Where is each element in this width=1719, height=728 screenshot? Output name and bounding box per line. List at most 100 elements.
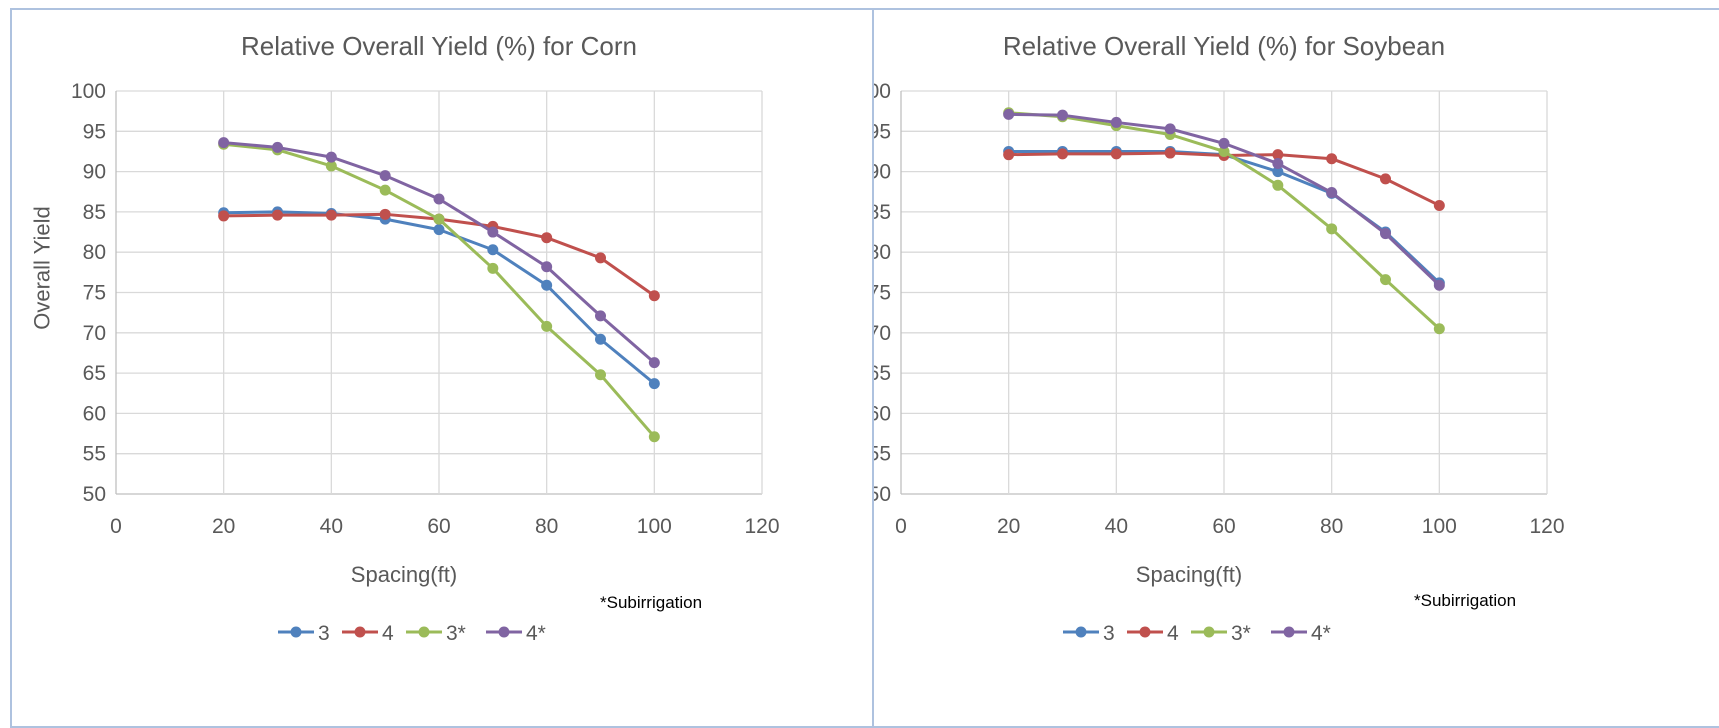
y-tick-label: 80 xyxy=(83,241,106,264)
data-point-4 xyxy=(1003,149,1015,161)
legend-label: 3* xyxy=(446,622,466,645)
chart-panel-corn: Relative Overall Yield (%) for Corn 50 55 6… xyxy=(10,8,874,728)
data-point-4-sub xyxy=(325,151,337,163)
data-point-4 xyxy=(1110,148,1122,160)
y-tick-label: 65 xyxy=(83,362,106,385)
data-point-3 xyxy=(648,378,660,390)
legend-label: 4 xyxy=(1167,622,1179,645)
legend-marker xyxy=(498,626,510,638)
y-tick-label: 50 xyxy=(872,483,891,506)
x-tick-label: 60 xyxy=(427,515,450,538)
legend-label: 4* xyxy=(1311,622,1331,645)
data-point-3-sub xyxy=(1380,274,1391,286)
legend-label: 4 xyxy=(382,622,394,645)
x-tick-label: 60 xyxy=(1212,515,1235,538)
chart-title: Relative Overall Yield (%) for Soybean xyxy=(1003,31,1445,61)
data-point-3-sub xyxy=(541,320,553,332)
y-tick-label: 95 xyxy=(83,120,106,143)
data-point-4-sub xyxy=(379,170,391,182)
y-tick-label: 100 xyxy=(872,80,891,103)
data-point-4-sub xyxy=(541,261,553,273)
y-axis-label: Overall Yield xyxy=(30,206,55,330)
x-tick-label: 20 xyxy=(212,515,235,538)
y-tick-label: 50 xyxy=(83,483,106,506)
x-tick-label: 100 xyxy=(1422,515,1457,538)
x-tick-label: 40 xyxy=(320,515,343,538)
data-point-4 xyxy=(1326,153,1338,165)
y-tick-label: 85 xyxy=(872,201,891,224)
data-point-4 xyxy=(325,209,337,221)
legend-marker xyxy=(1283,626,1295,638)
data-point-3 xyxy=(541,279,553,291)
data-point-4 xyxy=(648,290,660,302)
data-point-4 xyxy=(541,232,553,244)
data-point-4 xyxy=(1057,148,1068,160)
legend-label: 3 xyxy=(1103,622,1115,645)
y-tick-label: 90 xyxy=(83,161,106,184)
x-axis-label: Spacing(ft) xyxy=(1136,562,1242,587)
data-point-4-sub xyxy=(433,193,445,205)
data-point-4-sub xyxy=(1326,187,1338,199)
data-point-3-sub xyxy=(648,431,660,443)
data-point-4-sub xyxy=(1380,228,1391,240)
data-point-4-sub xyxy=(1057,109,1068,121)
y-tick-label: 70 xyxy=(83,322,106,345)
y-tick-label: 70 xyxy=(872,322,891,345)
data-point-3-sub xyxy=(595,369,606,381)
data-point-4 xyxy=(379,208,391,220)
data-point-3-sub xyxy=(325,160,337,172)
data-point-3-sub xyxy=(1433,323,1445,335)
data-point-4-sub xyxy=(272,141,283,153)
data-point-4 xyxy=(272,209,283,221)
legend-marker xyxy=(1203,626,1215,638)
data-point-3-sub xyxy=(433,213,445,225)
chart-title: Relative Overall Yield (%) for Corn xyxy=(241,31,637,61)
data-point-4 xyxy=(1272,149,1284,161)
y-tick-label: 55 xyxy=(83,443,106,466)
legend-marker xyxy=(418,626,430,638)
x-tick-label: 120 xyxy=(744,515,779,538)
y-tick-label: 100 xyxy=(71,80,106,103)
data-point-3 xyxy=(433,224,445,236)
chart-soybean: Relative Overall Yield (%) for Soybean 50… xyxy=(872,31,1565,645)
data-point-4-sub xyxy=(1272,158,1284,170)
data-point-3-sub xyxy=(379,184,391,196)
x-tick-label: 0 xyxy=(895,515,907,538)
x-tick-label: 20 xyxy=(997,515,1020,538)
data-point-4 xyxy=(1164,147,1176,159)
legend-marker xyxy=(354,626,366,638)
y-tick-label: 90 xyxy=(872,161,891,184)
x-tick-label: 80 xyxy=(535,515,558,538)
legend-label: 4* xyxy=(526,622,546,645)
x-tick-label: 40 xyxy=(1105,515,1128,538)
data-point-3-sub xyxy=(487,262,499,274)
data-point-4-sub xyxy=(218,137,230,149)
legend-marker xyxy=(1075,626,1087,638)
data-point-3-sub xyxy=(1272,179,1284,191)
x-tick-label: 100 xyxy=(637,515,672,538)
data-point-4 xyxy=(218,210,230,222)
data-point-4-sub xyxy=(648,357,660,369)
data-point-3-sub xyxy=(1218,145,1230,157)
y-tick-label: 75 xyxy=(83,282,106,305)
data-point-4 xyxy=(1433,199,1445,211)
y-tick-label: 85 xyxy=(83,201,106,224)
x-axis-label: Spacing(ft) xyxy=(351,562,457,587)
legend-marker xyxy=(290,626,302,638)
y-tick-label: 75 xyxy=(872,282,891,305)
chart-corn: Relative Overall Yield (%) for Corn 50 55 6… xyxy=(30,31,780,645)
data-point-3 xyxy=(487,244,499,256)
x-tick-label: 0 xyxy=(110,515,122,538)
data-point-4-sub xyxy=(1218,137,1230,149)
data-point-4-sub xyxy=(595,310,606,322)
legend-marker xyxy=(1139,626,1151,638)
y-tick-label: 95 xyxy=(872,120,891,143)
data-point-4-sub xyxy=(487,226,499,238)
legend-label: 3 xyxy=(318,622,330,645)
legend-label: 3* xyxy=(1231,622,1251,645)
subirrigation-note: *Subirrigation xyxy=(1414,591,1516,610)
y-tick-label: 60 xyxy=(83,402,106,425)
data-point-4 xyxy=(1380,173,1391,185)
data-point-4-sub xyxy=(1164,123,1176,135)
data-point-3 xyxy=(595,333,606,345)
